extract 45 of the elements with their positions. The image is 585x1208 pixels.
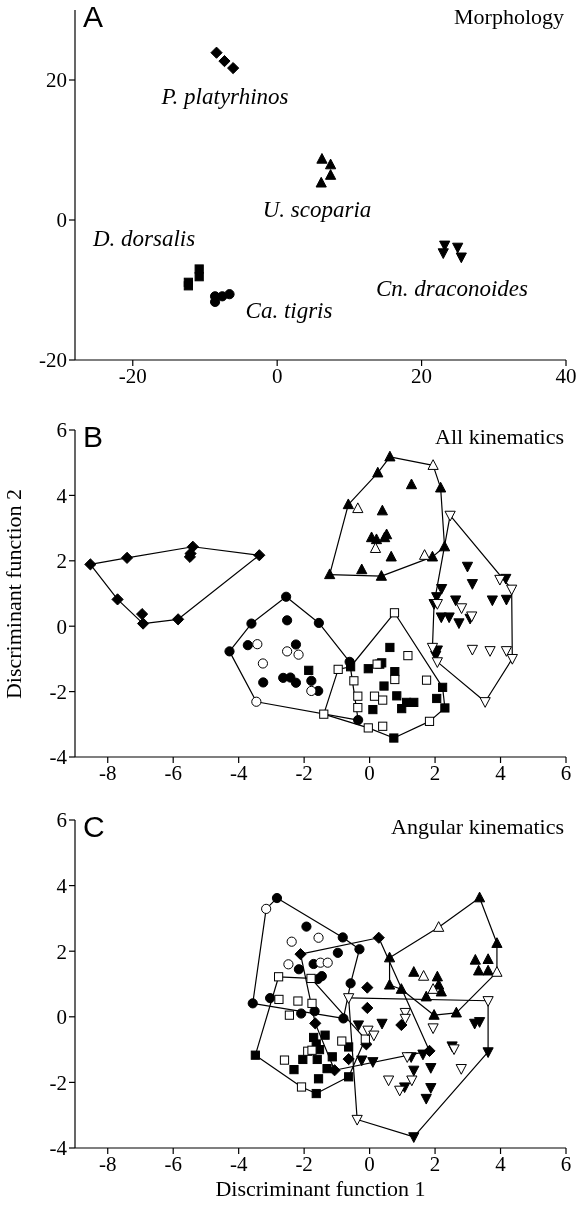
x-axis-title: Discriminant function 1 (215, 1176, 426, 1202)
y-tick-label: 6 (56, 808, 67, 833)
x-tick-label: 4 (495, 1151, 507, 1176)
annotation: U. scoparia (262, 197, 372, 223)
y-tick-label: 2 (56, 939, 67, 964)
x-tick-label: 6 (560, 760, 572, 785)
y-tick-label: 4 (56, 874, 68, 899)
x-tick-label: -6 (164, 760, 182, 785)
x-tick-label: -8 (98, 760, 117, 785)
x-tick-label: -4 (229, 1151, 248, 1176)
y-tick-label: -2 (49, 680, 67, 705)
chart-title: Angular kinematics (391, 814, 564, 840)
x-tick-label: 0 (364, 1151, 375, 1176)
x-tick-label: -2 (295, 1151, 313, 1176)
y-tick-label: 20 (46, 68, 67, 93)
x-tick-label: -6 (164, 1151, 182, 1176)
y-axis-title: Discriminant function 2 (1, 488, 27, 699)
y-tick-label: -2 (49, 1070, 67, 1095)
x-tick-label: 6 (560, 1151, 572, 1176)
chart-title: Morphology (454, 4, 564, 30)
y-tick-label: 6 (56, 418, 67, 443)
x-tick-label: -20 (118, 363, 147, 388)
x-tick-label: -2 (295, 760, 313, 785)
annotation: A (83, 0, 104, 34)
annotation: B (83, 420, 104, 454)
annotation: Cn. draconoides (375, 276, 529, 302)
x-tick-label: 2 (429, 760, 441, 785)
y-tick-label: 2 (56, 549, 67, 574)
annotation: D. dorsalis (92, 226, 196, 252)
chart-title: All kinematics (435, 424, 564, 450)
annotation: C (83, 810, 105, 844)
x-tick-label: 20 (411, 363, 433, 388)
x-tick-label: 0 (271, 363, 283, 388)
x-tick-label: 0 (364, 760, 375, 785)
x-tick-label: 2 (429, 1151, 441, 1176)
x-tick-label: -4 (229, 760, 248, 785)
y-tick-label: 0 (56, 208, 67, 233)
x-tick-label: -8 (98, 1151, 117, 1176)
y-tick-label: 0 (56, 614, 67, 639)
y-tick-label: 4 (56, 483, 68, 508)
y-tick-label: 0 (56, 1005, 67, 1030)
annotation: Ca. tigris (245, 298, 333, 324)
x-tick-label: 40 (555, 363, 577, 388)
annotation: P. platyrhinos (161, 84, 289, 110)
x-tick-label: 4 (495, 760, 507, 785)
